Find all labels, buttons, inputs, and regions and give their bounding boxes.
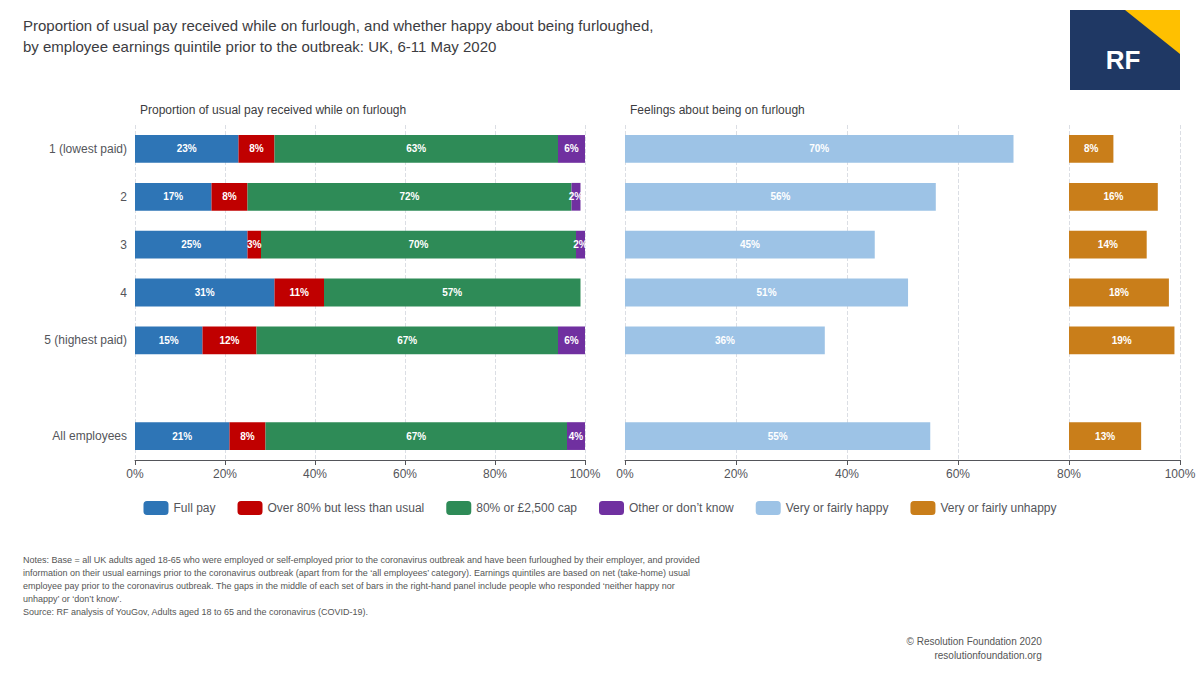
svg-text:67%: 67% — [406, 431, 426, 442]
svg-text:1 (lowest paid): 1 (lowest paid) — [49, 142, 127, 156]
svg-text:Other or don’t know: Other or don’t know — [629, 501, 734, 515]
svg-text:17%: 17% — [163, 191, 183, 202]
svg-text:unhappy’ or ‘don’t know’.: unhappy’ or ‘don’t know’. — [23, 594, 122, 604]
svg-text:36%: 36% — [715, 335, 735, 346]
svg-text:4%: 4% — [569, 431, 584, 442]
svg-text:Notes: Base = all UK adults ag: Notes: Base = all UK adults aged 18-65 w… — [23, 555, 700, 565]
svg-text:60%: 60% — [393, 467, 417, 481]
svg-text:Feelings about being on furlou: Feelings about being on furlough — [630, 103, 805, 117]
svg-text:2: 2 — [120, 190, 127, 204]
svg-text:31%: 31% — [195, 287, 215, 298]
svg-text:6%: 6% — [564, 335, 579, 346]
svg-text:2%: 2% — [569, 191, 584, 202]
svg-text:72%: 72% — [399, 191, 419, 202]
svg-text:67%: 67% — [397, 335, 417, 346]
svg-text:3%: 3% — [247, 239, 262, 250]
svg-text:60%: 60% — [946, 467, 970, 481]
svg-text:15%: 15% — [159, 335, 179, 346]
svg-text:14%: 14% — [1098, 239, 1118, 250]
svg-text:8%: 8% — [222, 191, 237, 202]
svg-text:2%: 2% — [573, 239, 588, 250]
svg-text:70%: 70% — [408, 239, 428, 250]
svg-text:20%: 20% — [724, 467, 748, 481]
svg-text:Over 80% but less than usual: Over 80% but less than usual — [268, 501, 425, 515]
svg-text:45%: 45% — [740, 239, 760, 250]
svg-text:80%: 80% — [483, 467, 507, 481]
svg-text:4: 4 — [120, 286, 127, 300]
svg-text:40%: 40% — [835, 467, 859, 481]
svg-text:Very or fairly unhappy: Very or fairly unhappy — [940, 501, 1056, 515]
svg-text:18%: 18% — [1109, 287, 1129, 298]
svg-text:70%: 70% — [809, 143, 829, 154]
svg-text:63%: 63% — [406, 143, 426, 154]
svg-text:RF: RF — [1106, 45, 1141, 75]
svg-text:25%: 25% — [181, 239, 201, 250]
svg-text:resolutionfoundation.org: resolutionfoundation.org — [934, 650, 1041, 661]
svg-text:51%: 51% — [757, 287, 777, 298]
svg-text:0%: 0% — [616, 467, 634, 481]
svg-text:8%: 8% — [249, 143, 264, 154]
svg-text:23%: 23% — [177, 143, 197, 154]
svg-text:11%: 11% — [290, 287, 310, 298]
svg-text:employee pay prior to the coro: employee pay prior to the coronavirus ou… — [23, 581, 675, 591]
svg-text:19%: 19% — [1112, 335, 1132, 346]
svg-text:56%: 56% — [770, 191, 790, 202]
svg-text:3: 3 — [120, 238, 127, 252]
svg-text:8%: 8% — [1084, 143, 1099, 154]
svg-text:8%: 8% — [240, 431, 255, 442]
svg-text:by employee earnings quintile: by employee earnings quintile prior to t… — [23, 38, 496, 55]
svg-text:100%: 100% — [1165, 467, 1196, 481]
svg-text:40%: 40% — [303, 467, 327, 481]
svg-text:All employees: All employees — [52, 429, 127, 443]
svg-text:55%: 55% — [768, 431, 788, 442]
svg-text:0%: 0% — [126, 467, 144, 481]
svg-text:80%: 80% — [1057, 467, 1081, 481]
svg-text:13%: 13% — [1095, 431, 1115, 442]
svg-text:12%: 12% — [219, 335, 239, 346]
svg-text:© Resolution Foundation 2020: © Resolution Foundation 2020 — [907, 636, 1043, 647]
svg-text:Full pay: Full pay — [173, 501, 215, 515]
svg-text:information on their usual ear: information on their usual earnings prio… — [23, 568, 690, 578]
svg-text:Very or fairly happy: Very or fairly happy — [786, 501, 889, 515]
svg-text:80% or £2,500 cap: 80% or £2,500 cap — [476, 501, 577, 515]
svg-text:Source: RF analysis of YouGov,: Source: RF analysis of YouGov, Adults ag… — [23, 607, 368, 617]
svg-text:16%: 16% — [1103, 191, 1123, 202]
svg-text:21%: 21% — [172, 431, 192, 442]
svg-text:100%: 100% — [570, 467, 601, 481]
svg-text:6%: 6% — [564, 143, 579, 154]
svg-text:5 (highest paid): 5 (highest paid) — [44, 333, 127, 347]
svg-text:20%: 20% — [213, 467, 237, 481]
svg-text:57%: 57% — [442, 287, 462, 298]
svg-text:Proportion of usual pay receiv: Proportion of usual pay received while o… — [23, 17, 653, 34]
svg-text:Proportion of usual pay receiv: Proportion of usual pay received while o… — [140, 103, 406, 117]
